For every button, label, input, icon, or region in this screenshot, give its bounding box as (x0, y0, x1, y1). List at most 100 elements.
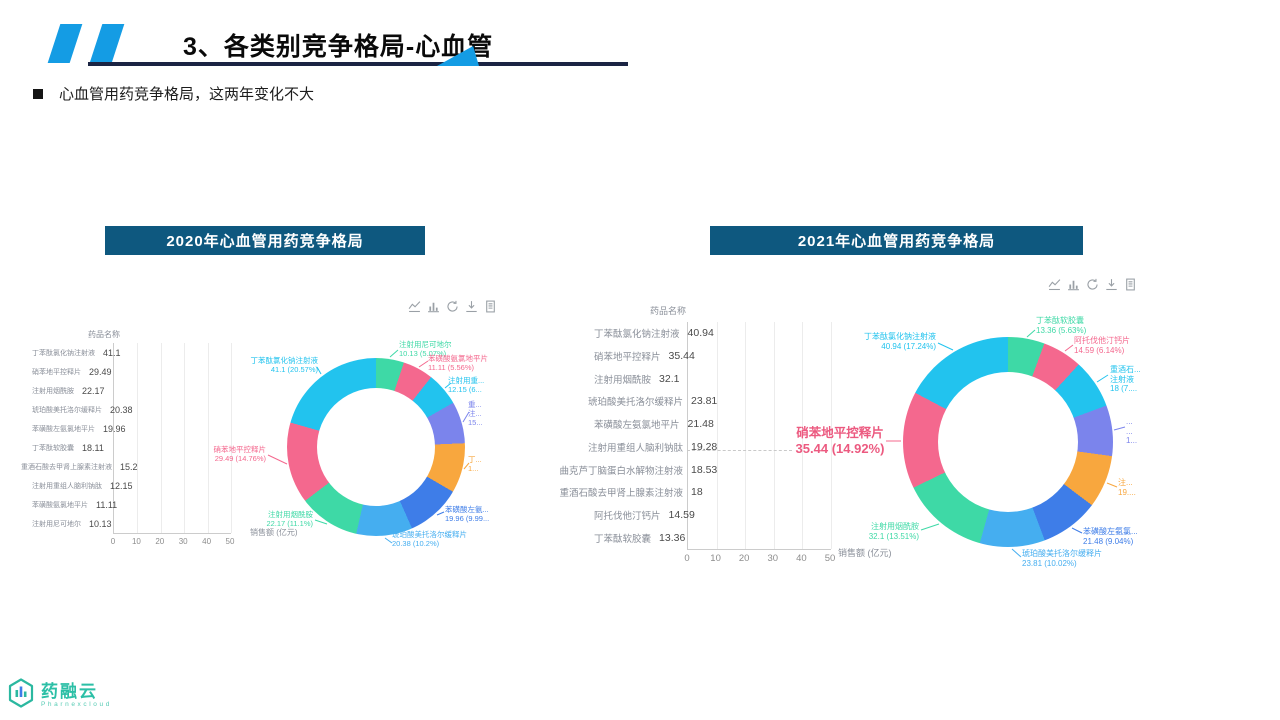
donut-label: 注... 19.... (1118, 478, 1136, 497)
donut-hole (317, 388, 435, 506)
bar-category-label: 阿托伐他汀钙片 (594, 510, 661, 522)
brand-logo-icon (8, 678, 34, 713)
bullet-line: 心血管用药竞争格局，这两年变化不大 (33, 83, 314, 104)
bar-category-label: 注射用重组人脑利钠肽 (32, 482, 102, 490)
bar-value: 13.36 (659, 531, 686, 544)
bar-value: 22.17 (82, 385, 105, 396)
donut-label: 注射用重... 12.15 (6... (448, 376, 485, 394)
x-tick-label: 10 (131, 537, 141, 546)
download-icon[interactable] (1105, 278, 1118, 291)
banner-2020: 2020年心血管用药竞争格局 (105, 226, 425, 255)
bar-value: 40.94 (687, 327, 714, 340)
x-tick-label: 0 (684, 553, 690, 564)
donut-label: 苯磺酸左氨... 19.96 (9.99... (445, 505, 490, 523)
bar-value: 15.2 (120, 461, 138, 472)
x-tick-label: 30 (767, 553, 779, 564)
page-title: 3、各类别竞争格局-心血管 (183, 33, 494, 61)
donut-label: 注射用尼可地尔 10.13 (5.07%) (399, 340, 452, 358)
bar-value: 18.11 (82, 442, 104, 453)
data-view-icon[interactable] (484, 300, 497, 313)
bar-value: 18 (691, 486, 703, 499)
donut-chart-2020[interactable] (287, 358, 465, 536)
restore-icon[interactable] (1086, 278, 1099, 291)
bar-category-label: 重酒石酸去甲肾上腺素注射液 (559, 488, 683, 500)
y-axis-title: 药品名称 (88, 330, 120, 339)
bar-category-label: 硝苯地平控释片 (32, 368, 81, 376)
donut-label: 苯磺酸氨氯地平片 11.11 (5.56%) (428, 354, 488, 372)
bar-category-label: 琥珀酸美托洛尔缓释片 (587, 397, 683, 409)
bar-category-label: 注射用烟酰胺 (594, 374, 652, 386)
download-icon[interactable] (465, 300, 478, 313)
bar-value: 41.1 (103, 347, 121, 358)
donut-label: 琥珀酸美托洛尔缓释片 23.81 (10.02%) (1022, 549, 1102, 568)
bar-category-label: 苯磺酸左氨氯地平片 (594, 420, 680, 432)
x-tick-label: 40 (202, 537, 212, 546)
line-chart-icon[interactable] (408, 300, 421, 313)
highlight-label: 硝苯地平控释片 35.44 (14.92%) (790, 426, 890, 456)
chart-toolbar-2021 (1048, 278, 1137, 291)
bar-value: 19.28 (691, 440, 718, 453)
donut-label: 丁苯酞氯化钠注射液 40.94 (17.24%) (864, 332, 936, 351)
bar-value: 10.13 (89, 518, 112, 529)
brand-subtitle: Pharnexcloud (41, 701, 112, 708)
y-axis-title: 药品名称 (650, 306, 687, 316)
highlight-dashed-connector (687, 450, 792, 451)
bar-category-label: 丁苯酞软胶囊 (594, 533, 652, 545)
bar-category-label: 琥珀酸美托洛尔缓释片 (32, 406, 102, 414)
bar-value: 12.15 (110, 480, 133, 491)
bar-value: 18.53 (691, 463, 718, 476)
donut-label: 琥珀酸美托洛尔缓释片 20.38 (10.2%) (392, 530, 467, 548)
x-tick-label: 20 (738, 553, 750, 564)
x-tick-label: 20 (155, 537, 165, 546)
donut-label: 苯磺酸左氨氯... 21.48 (9.04%) (1083, 527, 1138, 546)
x-tick-label: 30 (178, 537, 188, 546)
data-view-icon[interactable] (1124, 278, 1137, 291)
bar-category-label: 注射用烟酰胺 (32, 387, 74, 395)
brand-name: 药融云 (41, 682, 98, 701)
x-tick-label: 50 (824, 553, 836, 564)
x-tick-label: 40 (796, 553, 807, 564)
bar-value: 14.59 (668, 508, 695, 521)
bar-category-label: 丁苯酞软胶囊 (32, 444, 74, 452)
x-tick-label: 10 (710, 553, 721, 564)
bar-category-label: 丁苯酞氯化钠注射液 (32, 349, 95, 357)
donut-label: 硝苯地平控释片 29.49 (14.76%) (213, 445, 267, 463)
bar-chart-icon[interactable] (1067, 278, 1080, 291)
bar-category-label: 苯磺酸左氨氯地平片 (32, 425, 95, 433)
restore-icon[interactable] (446, 300, 459, 313)
bar-value: 19.96 (103, 423, 126, 434)
highlight-value: 35.44 (14.92%) (795, 441, 885, 456)
donut-label: 丁苯酞氯化钠注射液 41.1 (20.57%) (250, 356, 319, 374)
bar-chart-icon[interactable] (427, 300, 440, 313)
line-chart-icon[interactable] (1048, 278, 1061, 291)
bar-value: 20.38 (110, 404, 133, 415)
donut-chart-2021[interactable] (903, 337, 1113, 547)
donut-label: ...... 1... (1126, 417, 1138, 445)
bar-category-label: 苯磺酸氨氯地平片 (32, 501, 88, 509)
donut-label: 重... 注... 15... (468, 400, 483, 427)
footer-brand: 药融云 Pharnexcloud (8, 678, 112, 713)
bar-value: 29.49 (89, 366, 112, 377)
bar-value: 32.1 (659, 372, 680, 385)
bar-category-label: 丁苯酞氯化钠注射液 (594, 329, 680, 341)
deco-parallelogram-2 (89, 24, 125, 63)
bar-value: 23.81 (691, 395, 718, 408)
donut-label: 注射用烟酰胺 32.1 (13.51%) (868, 522, 919, 541)
x-tick-label: 50 (225, 537, 235, 546)
x-tick-label: 0 (110, 537, 116, 546)
bullet-square-icon (33, 88, 43, 99)
banner-2021: 2021年心血管用药竞争格局 (710, 226, 1083, 255)
plot-grid (687, 322, 832, 550)
donut-label: 丁... 1... (468, 455, 482, 473)
bullet-text: 心血管用药竞争格局，这两年变化不大 (59, 86, 315, 103)
donut-label: 阿托伐他汀钙片 14.59 (6.14%) (1074, 336, 1130, 355)
bar-category-label: 注射用尼可地尔 (32, 520, 81, 528)
deco-parallelogram-1 (47, 24, 83, 63)
donut-label: 注射用烟酰胺 22.17 (11.1%) (266, 510, 313, 528)
bar-category-label: 注射用重组人脑利钠肽 (587, 442, 683, 454)
bar-category-label: 重酒石酸去甲肾上腺素注射液 (21, 463, 112, 471)
donut-label: 重酒石... 注射液 18 (7.... (1110, 365, 1141, 393)
plot-grid (113, 343, 232, 534)
title-underline (88, 62, 628, 66)
